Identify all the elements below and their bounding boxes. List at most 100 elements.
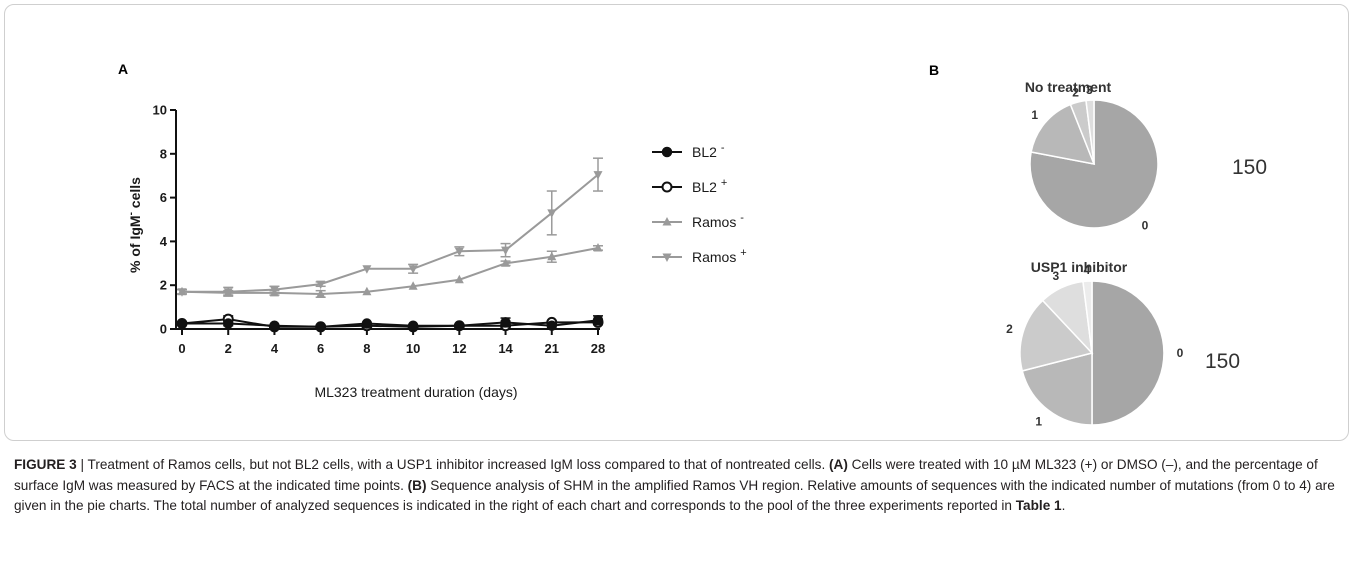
data-point: [223, 287, 233, 297]
series-ramos-plus: [177, 157, 603, 297]
data-point: [501, 258, 511, 267]
pie-label-2: 2: [1072, 85, 1079, 99]
y-axis-title-tail: cells: [127, 177, 143, 212]
data-point: [454, 274, 464, 284]
pie-slice-3: [1085, 99, 1095, 165]
data-point: [407, 320, 419, 331]
data-point: [547, 251, 557, 261]
figure-frame: [4, 4, 1349, 441]
pie-label-1: 1: [1035, 415, 1042, 429]
caption-figure-label: FIGURE 3: [14, 457, 77, 472]
y-tick-label: 4: [160, 234, 168, 249]
data-point: [316, 280, 326, 290]
data-point: [315, 321, 326, 333]
data-point: [222, 318, 234, 329]
y-axis: 0 2 4 6 8 10: [153, 103, 177, 337]
x-tick-label: 21: [545, 341, 559, 356]
pie-label-1: 1: [1031, 108, 1038, 122]
panel-label-a: A: [118, 61, 128, 77]
data-point: [177, 286, 187, 296]
pie-label-0: 0: [1142, 219, 1149, 233]
data-point: [592, 314, 604, 326]
series-bl2-minus: [176, 314, 604, 333]
y-tick-label: 6: [160, 190, 167, 205]
y-axis-title-main: % of IgM: [127, 215, 143, 273]
x-tick-label: 6: [317, 341, 324, 356]
data-point: [454, 320, 465, 331]
series-ramos-minus: [177, 242, 603, 298]
x-tick-label: 0: [178, 341, 185, 356]
data-point: [593, 171, 603, 180]
data-point: [362, 265, 372, 274]
legend-item: BL2 +: [652, 177, 727, 195]
legend-marker: [662, 217, 672, 226]
y-tick-label: 10: [153, 103, 167, 118]
caption-text-2: Cells were treated with 10 µM ML323 (+) …: [14, 457, 1318, 493]
y-tick-label: 8: [160, 146, 167, 161]
data-point: [501, 246, 511, 256]
caption-ref-a: (A): [829, 457, 848, 472]
x-tick-label: 28: [591, 341, 605, 356]
pie-slice-0: [1029, 99, 1159, 229]
legend-label: Ramos +: [692, 247, 747, 265]
legend-marker: [661, 181, 673, 193]
pie-total-usp1-inhibitor: 150: [1205, 350, 1240, 373]
legend-item: BL2 -: [652, 142, 725, 160]
pie-label-3: 3: [1086, 83, 1093, 97]
x-tick-label: 14: [498, 341, 513, 356]
legend-label: BL2 +: [692, 177, 727, 195]
x-tick-label: 4: [271, 341, 279, 356]
y-axis-title-superscript: -: [126, 212, 137, 215]
legend-item: Ramos +: [652, 247, 747, 265]
series-line: [181, 246, 599, 295]
caption-text-4: .: [1061, 498, 1066, 513]
x-axis-title: ML323 treatment duration (days): [314, 384, 517, 400]
y-tick-label: 2: [160, 278, 167, 293]
pie-slice-1: [1030, 103, 1096, 165]
legend-label: BL2 -: [692, 142, 725, 160]
data-point: [500, 317, 511, 328]
pie-slice-2: [1019, 299, 1094, 372]
legend-marker: [661, 146, 673, 158]
pie-chart-no-treatment: No treatment 150 0 1 2 3: [1025, 79, 1267, 233]
pie-title-usp1-inhibitor: USP1 inhibitor: [1031, 259, 1128, 275]
data-point: [454, 247, 464, 257]
pie-slice-1: [1021, 352, 1093, 426]
legend-marker: [662, 253, 672, 262]
pie-label-0: 0: [1177, 346, 1184, 360]
data-point: [269, 320, 280, 331]
data-point: [547, 209, 557, 218]
legend-label: Ramos -: [692, 212, 744, 230]
pie-label-2: 2: [1006, 322, 1013, 336]
caption-table-ref: Table 1: [1015, 498, 1062, 513]
series-line: [181, 318, 598, 328]
x-tick-label: 8: [363, 341, 370, 356]
caption-text-3: Sequence analysis of SHM in the amplifie…: [14, 477, 1335, 514]
panel-label-b: B: [929, 62, 939, 78]
data-point: [316, 288, 326, 298]
legend-item: Ramos -: [652, 212, 744, 230]
pie-slice-4: [1082, 280, 1093, 354]
pie-total-no-treatment: 150: [1232, 156, 1267, 179]
pie-title-no-treatment: No treatment: [1025, 79, 1112, 95]
pie-label-3: 3: [1052, 269, 1059, 283]
x-tick-label: 2: [225, 341, 232, 356]
x-tick-label: 10: [406, 341, 420, 356]
data-point: [546, 320, 558, 331]
data-point: [269, 287, 279, 297]
legend: BL2 - BL2 + Ramos - Ramos +: [652, 142, 747, 265]
x-axis: 0 2 4 6 8 10 12 14 21 28: [176, 328, 605, 356]
series-layer: [176, 157, 604, 333]
caption-text-1: | Treatment of Ramos cells, but not BL2 …: [76, 457, 830, 472]
series-line: [182, 319, 599, 328]
pie-slice-0: [1091, 280, 1165, 426]
series-line: [182, 173, 599, 293]
x-tick-label: 12: [452, 341, 466, 356]
caption-ref-b: (B): [407, 477, 427, 493]
pie-chart-usp1-inhibitor: USP1 inhibitor 150 0 1 2 3 4: [1006, 259, 1240, 429]
data-point: [176, 318, 188, 329]
data-point: [361, 318, 373, 329]
pie-label-4: 4: [1083, 263, 1090, 277]
